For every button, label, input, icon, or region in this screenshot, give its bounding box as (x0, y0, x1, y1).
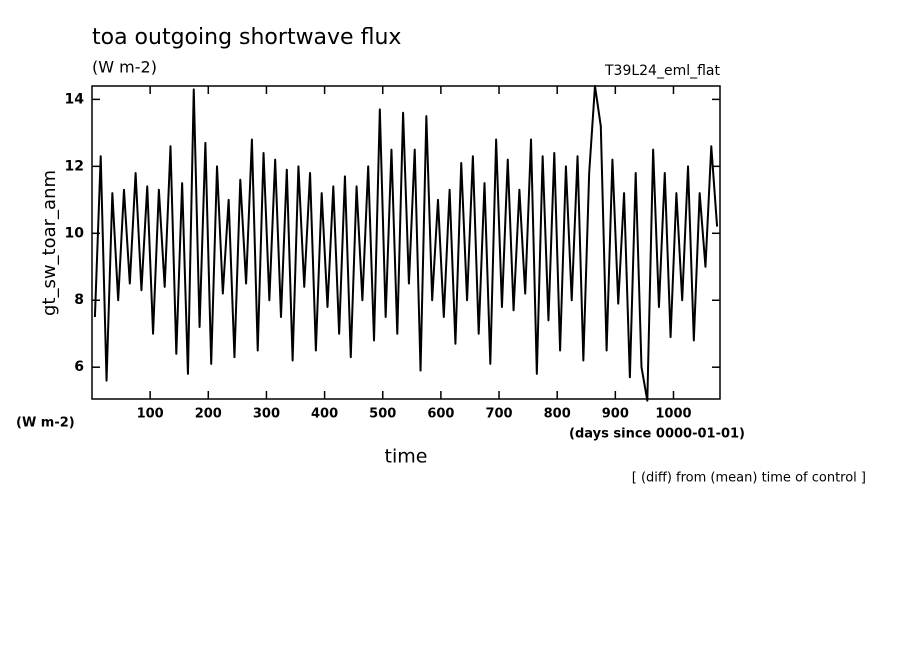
x-tick-label: 100 (137, 407, 164, 422)
y-tick-label: 10 (65, 225, 85, 241)
x-tick-label: 800 (544, 407, 571, 422)
x-tick-label: 600 (427, 407, 454, 422)
x-unit: (days since 0000-01-01) (569, 427, 745, 442)
x-tick-label: 700 (485, 407, 512, 422)
y-tick-label: 6 (74, 359, 84, 375)
x-tick-label: 200 (195, 407, 222, 422)
y-tick-label: 12 (65, 158, 84, 174)
x-tick-label: 1000 (655, 407, 691, 422)
note: [ (diff) from (mean) time of control ] (632, 471, 866, 486)
x-tick-label: 400 (311, 407, 338, 422)
subtitle: (W m-2) (92, 58, 157, 77)
data-line (93, 85, 719, 402)
y-tick-label: 8 (74, 292, 84, 308)
plot-frame (91, 85, 721, 400)
y-tick-label: 14 (65, 91, 85, 107)
chart-title: toa outgoing shortwave flux (92, 25, 401, 50)
run-label: T39L24_eml_flat (604, 63, 721, 79)
x-tick-label: 900 (602, 407, 629, 422)
y-axis-label: gt_sw_toar_anm (39, 170, 60, 316)
x-tick-label: 500 (369, 407, 396, 422)
y-unit: (W m-2) (16, 416, 75, 431)
x-tick-label: 300 (253, 407, 280, 422)
x-axis-label: time (385, 446, 428, 468)
